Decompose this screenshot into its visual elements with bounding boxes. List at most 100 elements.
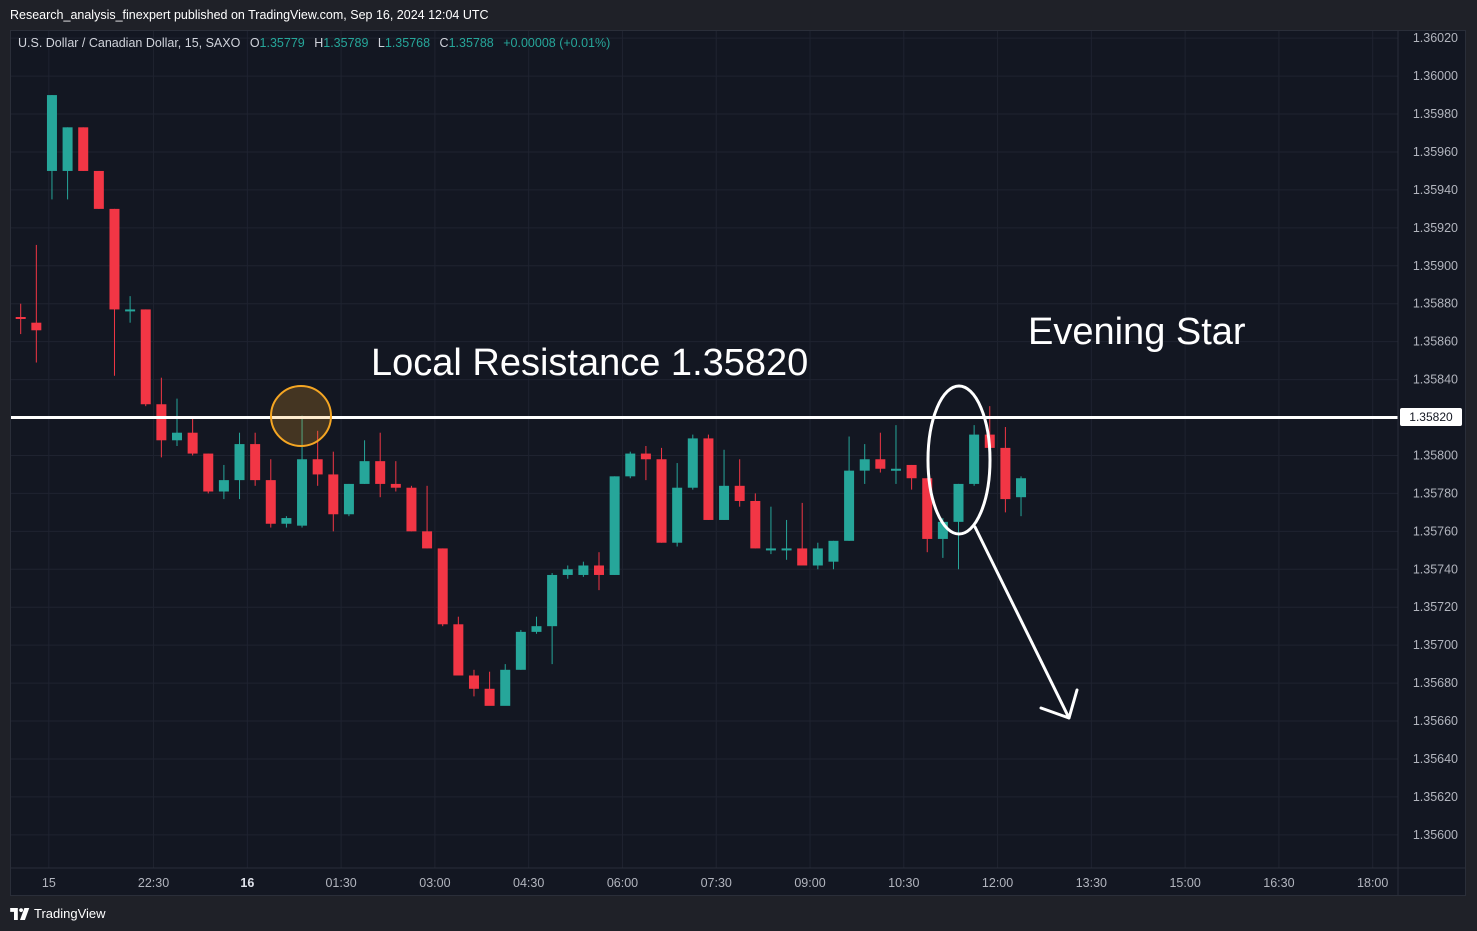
candle[interactable] bbox=[562, 565, 573, 579]
candle[interactable] bbox=[953, 483, 964, 570]
candle-body bbox=[234, 444, 245, 481]
candle[interactable] bbox=[265, 459, 276, 528]
candle[interactable] bbox=[812, 542, 823, 570]
candle[interactable] bbox=[422, 485, 433, 549]
symbol-title[interactable]: U.S. Dollar / Canadian Dollar, 15, SAXO bbox=[18, 36, 241, 50]
candle[interactable] bbox=[750, 493, 761, 549]
candle[interactable] bbox=[468, 669, 479, 697]
candle[interactable] bbox=[46, 95, 57, 200]
candle[interactable] bbox=[719, 449, 730, 520]
candle[interactable] bbox=[765, 506, 776, 555]
candle-body bbox=[875, 459, 886, 469]
tradingview-logo-icon bbox=[10, 907, 30, 920]
candle[interactable] bbox=[515, 629, 526, 670]
candle[interactable] bbox=[406, 485, 417, 532]
candle[interactable] bbox=[343, 483, 354, 517]
candle[interactable] bbox=[844, 436, 855, 541]
candle[interactable] bbox=[781, 519, 792, 560]
x-tick-label: 12:00 bbox=[982, 876, 1013, 890]
candle-body bbox=[250, 444, 261, 481]
candle[interactable] bbox=[93, 170, 104, 209]
brand-name: TradingView bbox=[34, 906, 106, 921]
candle-body bbox=[172, 432, 182, 441]
candle[interactable] bbox=[297, 415, 308, 528]
x-tick-label: 15:00 bbox=[1169, 876, 1200, 890]
candle[interactable] bbox=[250, 432, 261, 486]
candle-body bbox=[969, 434, 980, 484]
candle-body bbox=[437, 548, 448, 625]
candle-body bbox=[15, 317, 26, 320]
candle[interactable] bbox=[594, 552, 605, 591]
x-tick-label: 09:00 bbox=[794, 876, 825, 890]
candle[interactable] bbox=[78, 127, 89, 171]
candle[interactable] bbox=[172, 398, 182, 446]
candle-body bbox=[265, 480, 276, 524]
candle-body bbox=[922, 478, 933, 539]
candle[interactable] bbox=[359, 440, 370, 484]
candle[interactable] bbox=[922, 478, 933, 553]
x-tick-label: 07:30 bbox=[701, 876, 732, 890]
candle[interactable] bbox=[906, 464, 917, 490]
candle[interactable] bbox=[703, 434, 714, 520]
candle-body bbox=[203, 453, 214, 492]
candle-body bbox=[578, 565, 589, 575]
candle[interactable] bbox=[15, 303, 26, 335]
candle[interactable] bbox=[687, 434, 698, 490]
candle[interactable] bbox=[390, 461, 401, 492]
y-tick-label: 1.35620 bbox=[1413, 790, 1458, 804]
candle[interactable] bbox=[375, 432, 386, 498]
candle[interactable] bbox=[62, 127, 73, 200]
candle[interactable] bbox=[109, 208, 120, 376]
candle[interactable] bbox=[218, 464, 229, 500]
candle[interactable] bbox=[500, 664, 511, 706]
candle-body bbox=[890, 468, 901, 471]
candle[interactable] bbox=[453, 616, 464, 676]
candle[interactable] bbox=[531, 616, 542, 634]
candle[interactable] bbox=[656, 447, 667, 543]
y-tick-label: 1.35980 bbox=[1413, 107, 1458, 121]
candle[interactable] bbox=[672, 463, 683, 547]
candle[interactable] bbox=[547, 573, 558, 665]
candle-body bbox=[672, 487, 683, 543]
candle[interactable] bbox=[609, 476, 620, 575]
tradingview-brand[interactable]: TradingView bbox=[10, 906, 106, 921]
candle-body bbox=[218, 480, 229, 492]
candle[interactable] bbox=[484, 671, 495, 706]
candle[interactable] bbox=[890, 425, 901, 484]
candle[interactable] bbox=[31, 244, 42, 363]
candle[interactable] bbox=[1000, 427, 1011, 513]
candle[interactable] bbox=[281, 516, 292, 528]
resistance-annotation: Local Resistance 1.35820 bbox=[371, 342, 808, 384]
candle-body bbox=[390, 483, 401, 488]
candle[interactable] bbox=[578, 561, 589, 577]
candle-body bbox=[484, 688, 495, 706]
candle[interactable] bbox=[875, 432, 886, 473]
candle-body bbox=[375, 461, 386, 484]
candle-body bbox=[46, 95, 57, 171]
candle[interactable] bbox=[797, 502, 808, 566]
candle[interactable] bbox=[328, 451, 339, 532]
candle[interactable] bbox=[187, 417, 198, 456]
candle-body bbox=[500, 669, 511, 706]
candle[interactable] bbox=[140, 309, 151, 407]
candle[interactable] bbox=[437, 548, 448, 627]
resistance-price-label: 1.35820 bbox=[1409, 410, 1453, 424]
candle[interactable] bbox=[969, 425, 980, 486]
candle[interactable] bbox=[125, 296, 136, 323]
candle-body bbox=[562, 569, 573, 575]
y-tick-label: 1.35800 bbox=[1413, 448, 1458, 462]
low-value: 1.35768 bbox=[384, 36, 431, 50]
candle[interactable] bbox=[734, 459, 745, 507]
candle[interactable] bbox=[859, 444, 870, 484]
candle-body bbox=[859, 459, 870, 471]
y-tick-label: 1.36000 bbox=[1413, 69, 1458, 83]
candle[interactable] bbox=[203, 453, 214, 494]
candle[interactable] bbox=[640, 445, 651, 481]
candle[interactable] bbox=[625, 451, 636, 479]
candle[interactable] bbox=[1016, 476, 1027, 517]
candle[interactable] bbox=[828, 540, 839, 570]
candle-body bbox=[140, 309, 151, 405]
candle[interactable] bbox=[234, 432, 245, 500]
candle-body bbox=[468, 675, 479, 689]
